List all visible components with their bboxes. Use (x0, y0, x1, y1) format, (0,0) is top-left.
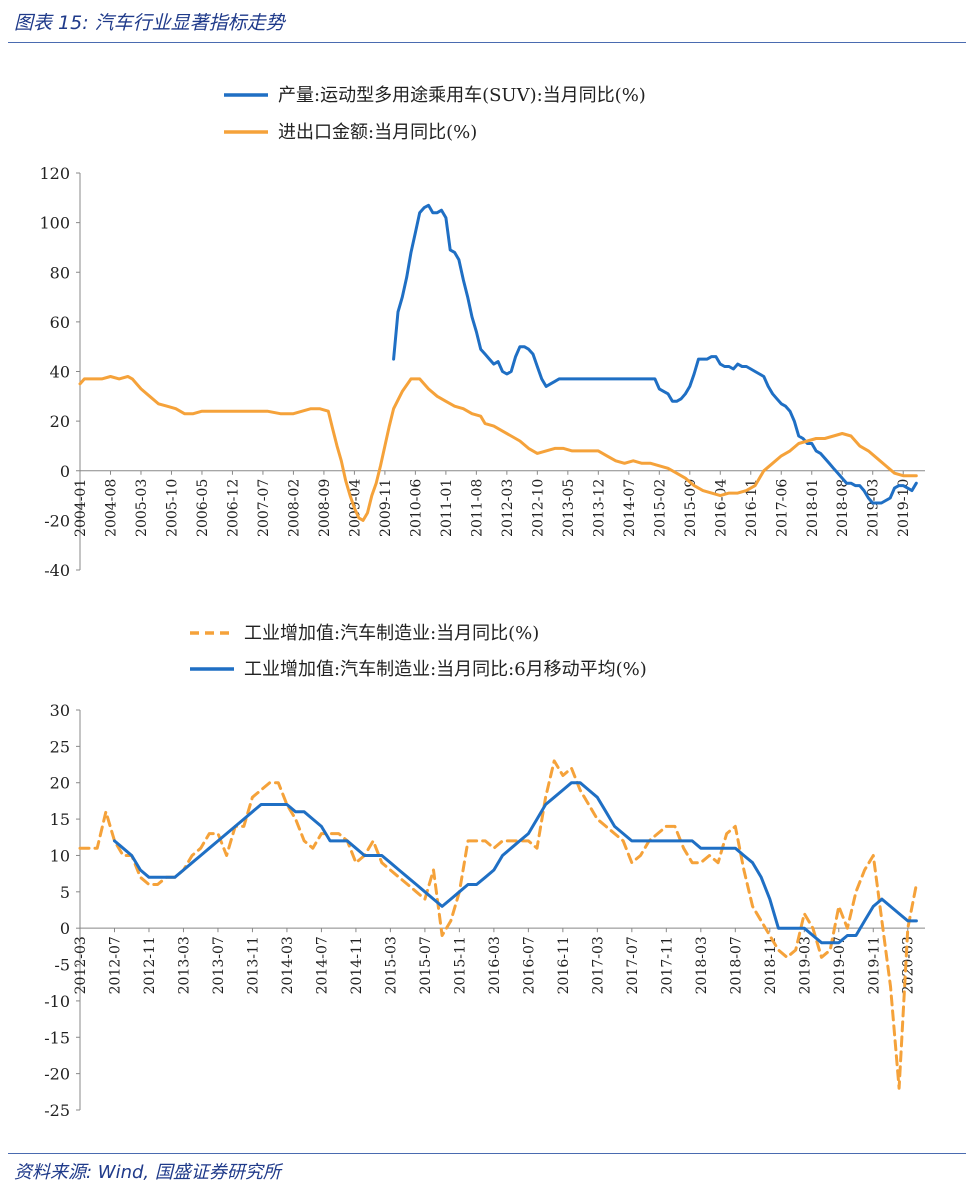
x-tick-label: 2016-11 (744, 479, 760, 537)
x-tick-label: 2014-07 (622, 479, 638, 537)
figure-title: 图表 15: 汽车行业显著指标走势 (14, 12, 285, 34)
y-tick-label: 10 (50, 846, 70, 865)
x-tick-label: 2018-08 (835, 479, 851, 537)
series-line-2 (78, 375, 918, 522)
x-tick-label: 2018-11 (763, 936, 779, 994)
x-tick-label: 2005-10 (164, 479, 180, 537)
legend-label-2: 进出口金额:当月同比(%) (278, 122, 477, 143)
x-tick-label: 2012-07 (107, 936, 123, 994)
x-tick-label: 2013-12 (591, 479, 607, 537)
y-tick-label: 120 (39, 164, 70, 183)
series-line-1 (392, 203, 918, 505)
x-tick-label: 2019-03 (866, 479, 882, 537)
x-tick-label: 2014-03 (280, 936, 296, 994)
y-tick-label: 5 (60, 883, 70, 902)
x-tick-label: 2015-11 (452, 936, 468, 994)
x-tick-label: 2019-11 (866, 936, 882, 994)
y-tick-label: 80 (50, 263, 70, 282)
x-tick-label: 2012-11 (142, 936, 158, 994)
x-tick-label: 2019-10 (896, 479, 912, 537)
x-tick-label: 2004-01 (73, 479, 89, 537)
y-tick-label: 60 (50, 313, 70, 332)
y-tick-label: 25 (50, 737, 70, 756)
x-tick-label: 2004-08 (103, 479, 119, 537)
x-tick-label: 2007-07 (256, 479, 272, 537)
x-tick-label: 2009-11 (378, 479, 394, 537)
x-tick-label: 2015-03 (383, 936, 399, 994)
x-tick-label: 2008-09 (317, 479, 333, 537)
series-line-2 (113, 781, 918, 945)
footer-rule (8, 1153, 966, 1154)
x-tick-label: 2017-11 (659, 936, 675, 994)
x-tick-label: 2017-06 (774, 479, 790, 537)
x-tick-label: 2019-07 (832, 936, 848, 994)
x-tick-label: 2011-08 (469, 479, 485, 537)
x-tick-label: 2005-03 (134, 479, 150, 537)
y-tick-label: -5 (54, 956, 70, 975)
series-line-1 (78, 759, 918, 1090)
x-tick-label: 2018-07 (728, 936, 744, 994)
legend-label-2: 工业增加值:汽车制造业:当月同比:6月移动平均(%) (244, 659, 647, 680)
x-tick-label: 2016-07 (521, 936, 537, 994)
x-tick-label: 2008-02 (286, 479, 302, 537)
x-tick-label: 2011-01 (439, 479, 455, 537)
y-tick-label: -15 (44, 1028, 70, 1047)
x-tick-label: 2013-03 (176, 936, 192, 994)
x-tick-label: 2013-07 (211, 936, 227, 994)
y-tick-label: 100 (39, 214, 70, 233)
x-tick-label: 2017-03 (590, 936, 606, 994)
x-tick-label: 2014-11 (349, 936, 365, 994)
y-tick-label: -20 (44, 511, 70, 530)
x-tick-label: 2013-05 (561, 479, 577, 537)
y-tick-label: -20 (44, 1065, 70, 1084)
y-tick-label: 0 (60, 462, 70, 481)
x-tick-label: 2018-03 (694, 936, 710, 994)
x-tick-label: 2016-04 (713, 479, 729, 537)
chart-suv-trade: 产量:运动型多用途乘用车(SUV):当月同比(%) 进出口金额:当月同比(%) 12… (39, 85, 925, 580)
x-tick-label: 2012-10 (530, 479, 546, 537)
y-tick-label: 20 (50, 412, 70, 431)
legend-label-1: 工业增加值:汽车制造业:当月同比(%) (244, 623, 539, 644)
header-rule (8, 42, 966, 43)
y-tick-label: 20 (50, 774, 70, 793)
x-tick-label: 2017-07 (625, 936, 641, 994)
x-tick-label: 2012-03 (73, 936, 89, 994)
y-tick-label: 30 (50, 701, 70, 720)
x-tick-label: 2020-03 (901, 936, 917, 994)
x-tick-label: 2019-03 (797, 936, 813, 994)
x-tick-label: 2016-11 (556, 936, 572, 994)
x-tick-label: 2015-02 (652, 479, 668, 537)
x-tick-label: 2006-12 (225, 479, 241, 537)
x-tick-label: 2012-03 (500, 479, 516, 537)
x-tick-label: 2013-11 (245, 936, 261, 994)
x-tick-label: 2010-06 (408, 479, 424, 537)
x-tick-label: 2015-09 (683, 479, 699, 537)
y-tick-label: -40 (44, 561, 70, 580)
y-tick-label: -25 (44, 1101, 70, 1120)
x-tick-label: 2016-03 (487, 936, 503, 994)
x-tick-label: 2006-05 (195, 479, 211, 537)
y-tick-label: 40 (50, 363, 70, 382)
y-tick-label: 15 (50, 810, 70, 829)
y-tick-label: -10 (44, 992, 70, 1011)
source-note: 资料来源: Wind, 国盛证券研究所 (14, 1162, 281, 1183)
chart-auto-industry-value-added: 工业增加值:汽车制造业:当月同比(%) 工业增加值:汽车制造业:当月同比:6月移动… (44, 623, 925, 1120)
x-tick-label: 2018-01 (805, 479, 821, 537)
y-tick-label: 0 (60, 919, 70, 938)
legend-label-1: 产量:运动型多用途乘用车(SUV):当月同比(%) (278, 85, 646, 106)
x-tick-label: 2014-07 (314, 936, 330, 994)
x-tick-label: 2015-07 (418, 936, 434, 994)
